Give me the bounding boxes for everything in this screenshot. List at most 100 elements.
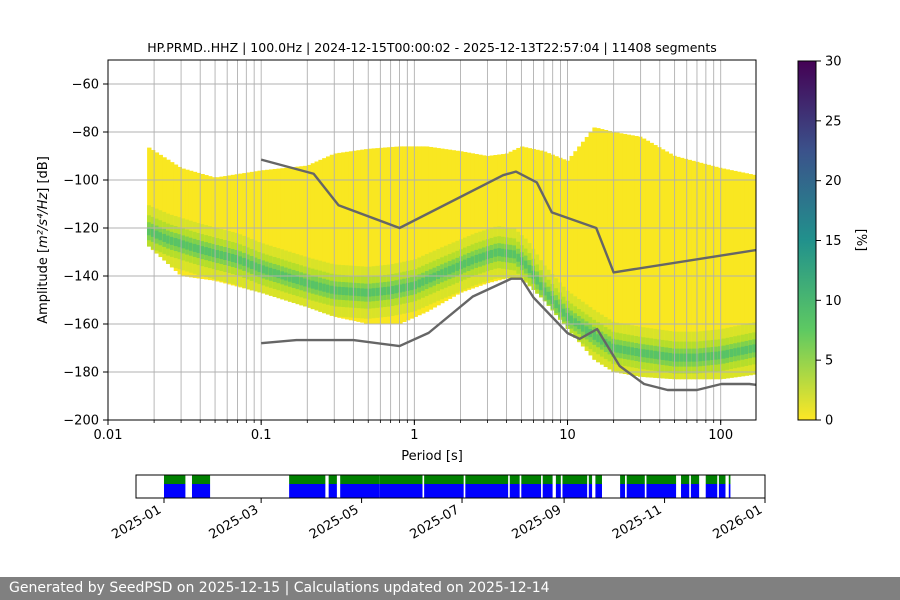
timeline-tick-label: 2025-01 bbox=[109, 502, 164, 542]
timeline-segment-blue bbox=[588, 484, 593, 498]
timeline-segment-blue bbox=[191, 484, 211, 498]
colorbar-gradient bbox=[797, 60, 817, 421]
heatmap-density-band bbox=[287, 273, 293, 282]
heatmap-column bbox=[367, 148, 373, 324]
heatmap-column bbox=[714, 166, 719, 380]
heatmap-density-band bbox=[280, 271, 285, 280]
heatmap-density-band bbox=[185, 241, 190, 250]
heatmap-column bbox=[322, 158, 327, 314]
timeline-segment-green bbox=[340, 475, 380, 484]
heatmap-density-band bbox=[238, 256, 243, 265]
timeline-segment-green bbox=[191, 475, 211, 484]
heatmap-column bbox=[539, 150, 544, 298]
timeline-segment-green bbox=[620, 475, 626, 484]
y-tick-label: −180 bbox=[63, 366, 99, 381]
heatmap-column bbox=[257, 170, 262, 293]
heatmap-cells bbox=[147, 127, 756, 380]
heatmap-density-band bbox=[710, 352, 715, 361]
heatmap-column bbox=[691, 160, 696, 380]
x-axis-ticks: 0.01 0.1 1 10 100 bbox=[94, 420, 733, 443]
timeline-segment-green bbox=[509, 475, 520, 484]
heatmap-column bbox=[584, 136, 590, 351]
colorbar-ticks: 0 5 10 15 20 25 30 bbox=[816, 55, 842, 429]
heatmap-column bbox=[698, 162, 704, 380]
colorbar-tick-label: 25 bbox=[825, 114, 842, 129]
heatmap-density-band bbox=[542, 287, 548, 296]
heatmap-density-band bbox=[512, 250, 517, 259]
heatmap-column bbox=[569, 155, 574, 334]
nhnm-curve bbox=[260, 158, 756, 274]
heatmap-column bbox=[440, 148, 445, 304]
heatmap-column bbox=[554, 156, 559, 316]
heatmap-column bbox=[542, 151, 548, 302]
heatmap-column bbox=[310, 163, 316, 310]
heatmap-density-band bbox=[626, 346, 632, 355]
heatmap-density-band bbox=[234, 254, 240, 263]
timeline-segment-blue bbox=[328, 484, 337, 498]
timeline-segment-green bbox=[424, 475, 464, 484]
heatmap-column bbox=[721, 168, 727, 379]
heatmap-column bbox=[268, 169, 274, 296]
heatmap-column bbox=[535, 149, 540, 294]
colorbar-tick-label: 0 bbox=[825, 414, 833, 429]
heatmap-density-band bbox=[154, 230, 160, 239]
heatmap-column bbox=[234, 174, 240, 287]
timeline-tick-label: 2025-07 bbox=[407, 502, 462, 542]
heatmap-density-band bbox=[166, 235, 171, 244]
heatmap-density-band bbox=[546, 291, 552, 300]
heatmap-density-band bbox=[736, 347, 742, 356]
heatmap-density-band bbox=[188, 242, 194, 251]
heatmap-density-band bbox=[584, 326, 590, 335]
colorbar-tick-label: 15 bbox=[825, 234, 842, 249]
heatmap-column bbox=[462, 151, 468, 292]
timeline-frame bbox=[135, 474, 766, 499]
heatmap-density-band bbox=[676, 353, 681, 362]
heatmap-density-band bbox=[150, 228, 156, 237]
heatmap-density-band bbox=[162, 233, 167, 242]
heatmap-density-band bbox=[192, 243, 198, 252]
heatmap-column bbox=[253, 171, 259, 292]
heatmap-column bbox=[344, 151, 350, 320]
heatmap-density-band bbox=[679, 353, 685, 362]
heatmap-column bbox=[717, 167, 723, 380]
timeline-segment-blue bbox=[728, 484, 731, 498]
colorbar-label: [%] bbox=[853, 229, 868, 252]
heatmap-density-band bbox=[223, 252, 228, 261]
heatmap-column bbox=[520, 146, 525, 279]
heatmap-column bbox=[459, 151, 464, 293]
heatmap-density-band bbox=[668, 353, 673, 361]
heatmap-column bbox=[497, 154, 502, 281]
heatmap-density-band bbox=[523, 260, 529, 269]
heatmap-density-band bbox=[504, 249, 510, 258]
timeline-segment-blue bbox=[705, 484, 718, 498]
timeline-segment-green bbox=[728, 475, 731, 484]
heatmap-column bbox=[752, 174, 756, 375]
timeline-segment-green bbox=[705, 475, 718, 484]
heatmap-density-band bbox=[421, 277, 426, 286]
timeline-tick-label: 2025-09 bbox=[510, 502, 565, 542]
heatmap-column bbox=[493, 155, 498, 282]
heatmap-density-band bbox=[622, 345, 628, 354]
heatmap-column bbox=[588, 132, 593, 356]
heatmap-column bbox=[630, 135, 635, 376]
heatmap-density-band bbox=[268, 267, 274, 276]
heatmap-density-band bbox=[200, 246, 205, 255]
psd-heatmap-panel: 0.01 0.1 1 10 100 −200 −180 −160 −140 −120 −100 −8… bbox=[36, 40, 757, 464]
heatmap-density-band bbox=[630, 347, 635, 356]
heatmap-density-band bbox=[493, 248, 498, 257]
y-axis-label-units: m²/s⁴/Hz bbox=[36, 192, 51, 248]
timeline-segment-green bbox=[521, 475, 542, 484]
timeline-segment-blue bbox=[718, 484, 726, 498]
heatmap-column bbox=[668, 153, 673, 379]
heatmap-density-band bbox=[177, 239, 182, 248]
heatmap-column bbox=[409, 146, 415, 319]
timeline-tick-label: 2025-05 bbox=[307, 502, 362, 542]
heatmap-density-band bbox=[344, 287, 350, 296]
timeline-segment-blue bbox=[555, 484, 561, 498]
heatmap-density-band bbox=[653, 350, 658, 359]
heatmap-column bbox=[295, 166, 300, 305]
x-tick-label: 0.1 bbox=[251, 428, 272, 443]
heatmap-column bbox=[474, 154, 479, 288]
heatmap-density-band bbox=[291, 274, 297, 283]
timeline-segment-blue bbox=[690, 484, 700, 498]
